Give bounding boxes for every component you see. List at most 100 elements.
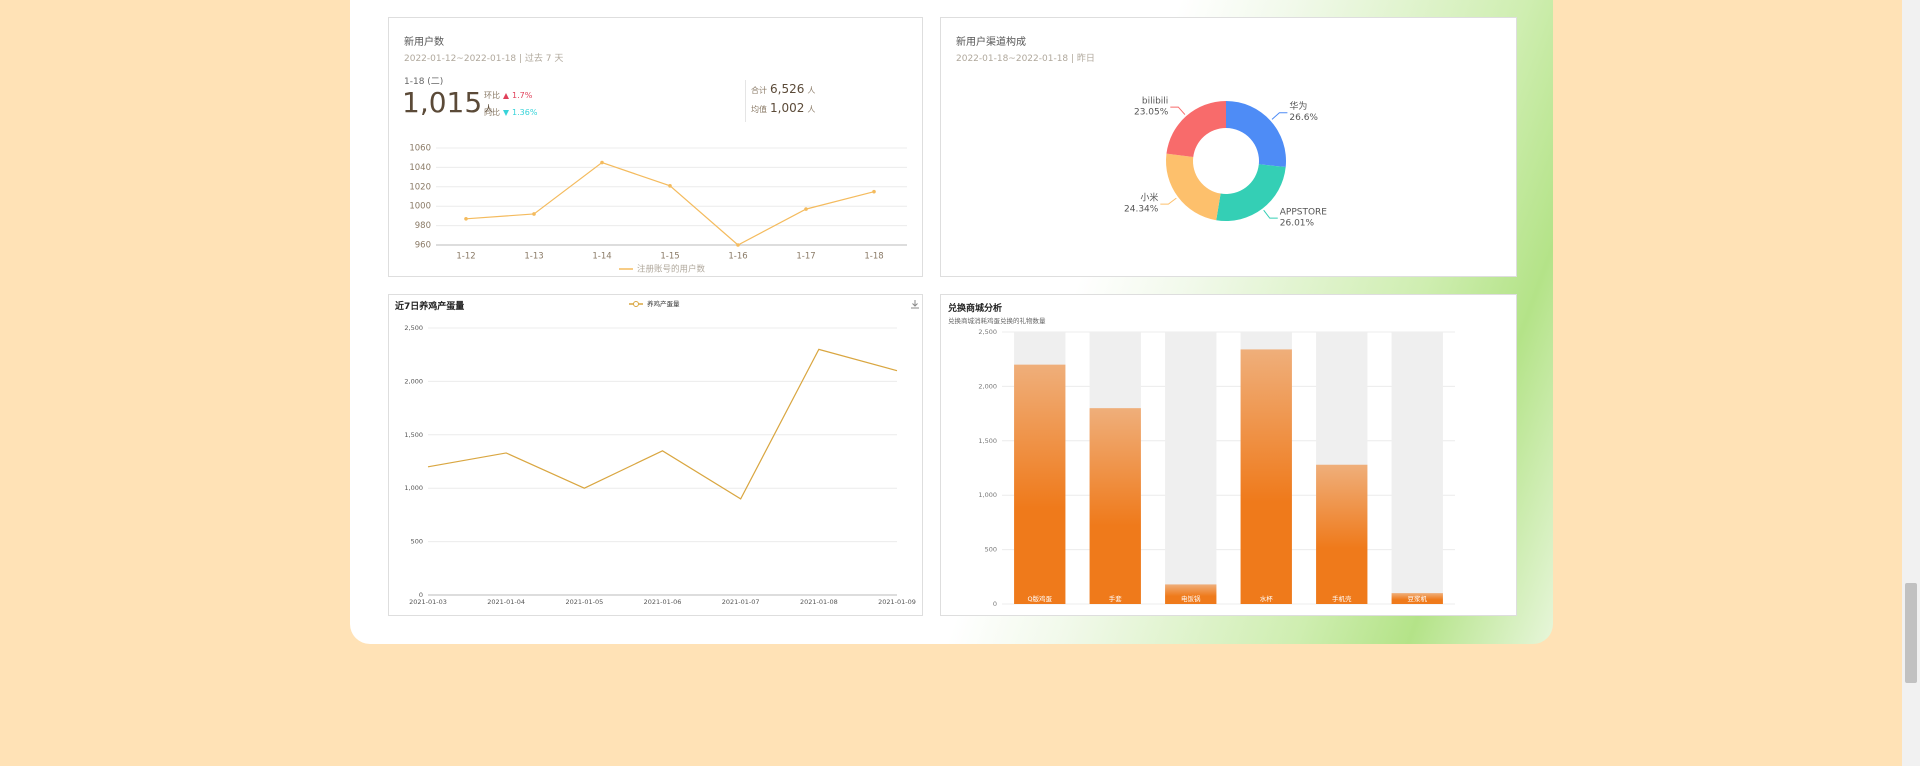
leader-line	[1263, 209, 1278, 219]
x-tick-label: 2021-01-09	[878, 598, 916, 606]
x-tick-label: 1-12	[456, 252, 475, 262]
kpi-unit: 人	[807, 86, 816, 95]
x-tick-label: Q版鸡蛋	[1027, 594, 1052, 603]
kpi-label: 同比	[484, 108, 500, 117]
y-tick-label: 0	[419, 591, 423, 599]
y-tick-label: 1060	[409, 144, 431, 154]
kpi-total: 合计 6,526 人	[751, 82, 815, 96]
kpi-label: 合计	[751, 86, 767, 95]
point	[804, 207, 808, 211]
panel: 960 980 1000 1020 1040 1060 1-12 1-13 1-14 1-15 1-…	[388, 17, 923, 277]
x-tick-label: 2021-01-07	[722, 598, 760, 606]
x-tick-label: 1-15	[660, 252, 679, 262]
slice	[1166, 101, 1226, 157]
y-tick-label: 500	[411, 538, 423, 546]
y-tick-label: 1020	[409, 182, 431, 192]
slice-value: 26.01%	[1280, 219, 1315, 229]
kpi-total-value: 6,526	[770, 82, 805, 96]
panel-title: 兑换商城分析	[948, 304, 1003, 314]
slice-value: 24.34%	[1124, 205, 1159, 215]
point	[872, 189, 876, 194]
scrollbar-track[interactable]	[1902, 0, 1920, 766]
x-tick-label: 1-18	[864, 252, 883, 262]
y-tick-label: 2,500	[978, 328, 997, 336]
legend-label: 注册账号的用户数	[637, 264, 706, 275]
x-tick-label: 手套	[1109, 594, 1123, 603]
slice-label: 小米	[1140, 192, 1158, 204]
bar	[1391, 593, 1443, 604]
x-tick-label: 电饭锅	[1181, 594, 1201, 603]
x-tick-label: 2021-01-04	[487, 598, 525, 606]
kpi-unit: 人	[807, 105, 816, 114]
y-tick-label: 980	[415, 221, 431, 231]
y-tick-label: 1,000	[978, 491, 997, 499]
x-tick-label: 2021-01-08	[800, 598, 838, 606]
chart: 0 500 1,000 1,500 2,000 2,500 Q版鸡蛋 手套 电饭锅 水杯 手机壳 豆浆…	[978, 328, 1455, 608]
y-tick-label: 0	[993, 600, 997, 608]
chart: 960 980 1000 1020 1040 1060 1-12 1-13 1-14 1-15 1-…	[409, 144, 907, 275]
slice-label: APPSTORE	[1280, 208, 1328, 218]
legend-label: 养鸡产蛋量	[647, 299, 680, 308]
point	[600, 160, 604, 165]
y-tick-label: 1000	[409, 202, 431, 212]
panel-subtitle: 2022-01-12~2022-01-18 | 过去 7 天	[404, 54, 564, 64]
y-tick-label: 2,000	[978, 382, 997, 390]
x-tick-label: 1-14	[592, 252, 611, 262]
slice	[1216, 164, 1286, 221]
x-tick-label: 手机壳	[1332, 594, 1352, 603]
x-tick-label: 豆浆机	[1408, 594, 1428, 603]
point	[464, 217, 468, 221]
kpi-label: 均值	[751, 105, 767, 114]
leader-line	[1160, 197, 1177, 205]
panel: 0 500 1,000 1,500 2,000 2,500 2021-01-03 2021-0…	[388, 294, 923, 616]
kpi-yoy: 同比 1.36%	[484, 107, 537, 118]
panel-title: 新用户数	[404, 37, 444, 48]
kpi-yoy-value: 1.36%	[512, 108, 538, 117]
point	[736, 243, 740, 247]
kpi-mom-value: 1.7%	[512, 91, 533, 100]
slice-value: 23.05%	[1134, 108, 1169, 118]
kpi-date: 1-18 (二)	[404, 77, 444, 87]
y-tick-label: 2,500	[404, 324, 423, 332]
x-tick-label: 1-13	[524, 252, 543, 262]
up-arrow	[503, 92, 509, 99]
slice-label: bilibili	[1142, 97, 1168, 107]
point	[668, 184, 672, 188]
bar	[1240, 349, 1292, 604]
dashboard-card: 960 980 1000 1020 1040 1060 1-12 1-13 1-14 1-15 1-…	[350, 0, 1553, 644]
x-tick-label: 2021-01-03	[409, 598, 447, 606]
panel-title: 新用户渠道构成	[956, 37, 1026, 48]
download-icon[interactable]	[911, 300, 919, 309]
legend-marker	[633, 301, 639, 307]
slice	[1226, 101, 1286, 168]
panel-subtitle: 兑换商城消耗鸡蛋兑换的礼物数量	[948, 317, 1046, 325]
bar-background	[1391, 332, 1443, 604]
scrollbar-thumb[interactable]	[1905, 583, 1917, 683]
point	[532, 212, 536, 216]
bar	[1165, 584, 1217, 604]
panel: 华为 26.6% APPSTORE 26.01% 小米 24.34% bilibili 23.…	[940, 17, 1517, 277]
down-arrow	[503, 109, 509, 116]
y-tick-label: 500	[985, 546, 997, 554]
panel: 0 500 1,000 1,500 2,000 2,500 Q版鸡蛋 手套 电饭锅 水杯 手机壳 豆浆…	[940, 294, 1517, 616]
panel-subtitle: 2022-01-18~2022-01-18 | 昨日	[956, 54, 1095, 64]
separator	[745, 80, 746, 122]
kpi-avg-value: 1,002	[770, 101, 805, 115]
panel-title: 近7日养鸡产蛋量	[395, 302, 465, 312]
y-tick-label: 1,000	[404, 484, 423, 492]
leader-line	[1271, 112, 1288, 120]
kpi-value: 1,015	[402, 86, 483, 119]
x-tick-label: 2021-01-06	[644, 598, 682, 606]
x-tick-label: 2021-01-05	[565, 598, 603, 606]
y-tick-label: 2,000	[404, 377, 423, 385]
kpi-mom: 环比 1.7%	[484, 90, 532, 101]
slice-value: 26.6%	[1289, 113, 1318, 123]
kpi-unit: 人	[484, 105, 494, 115]
slice	[1166, 153, 1221, 221]
y-tick-label: 1040	[409, 163, 431, 173]
y-tick-label: 1,500	[978, 437, 997, 445]
kpi-avg: 均值 1,002 人	[751, 101, 815, 115]
chart: 0 500 1,000 1,500 2,000 2,500 2021-01-03 2021-0…	[404, 299, 919, 606]
